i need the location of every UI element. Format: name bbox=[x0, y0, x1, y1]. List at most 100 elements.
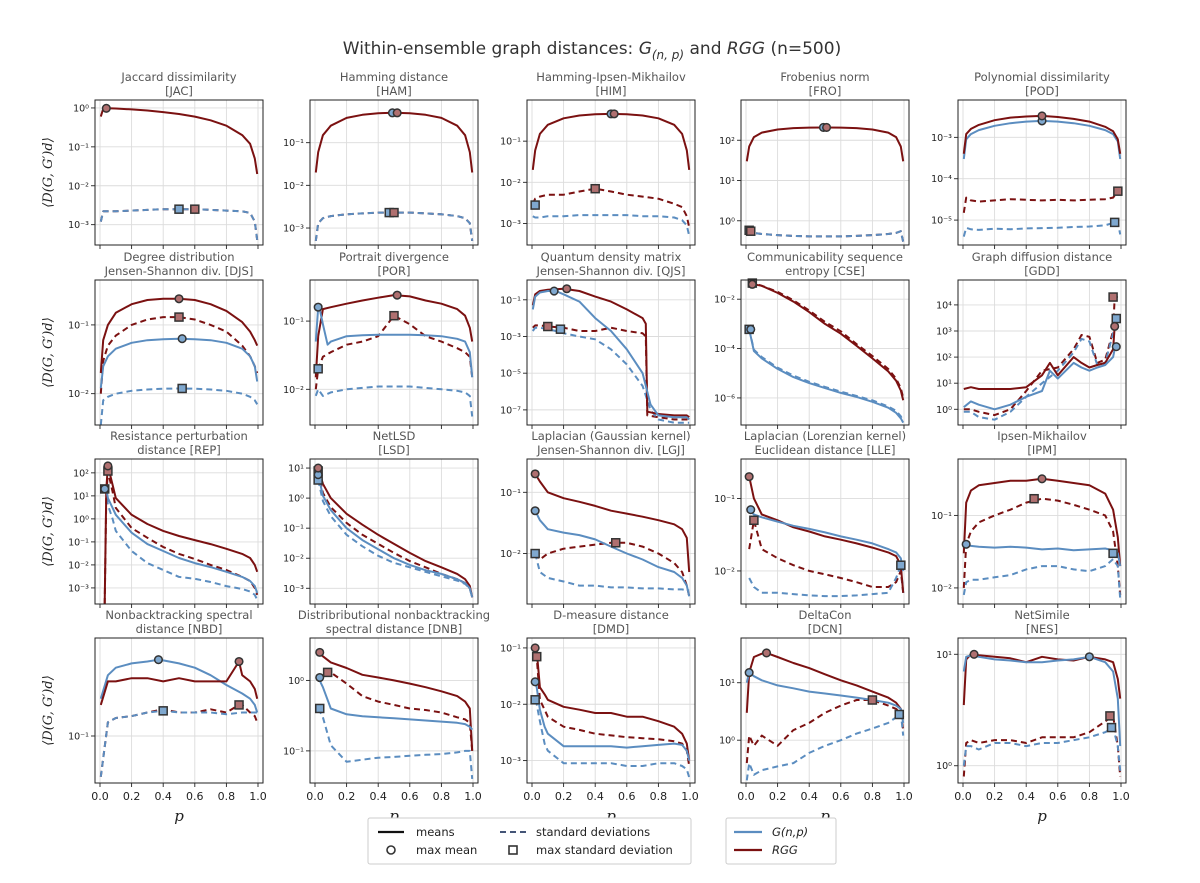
legend-stat-frame bbox=[367, 817, 692, 865]
x-tick-label: 0.2 bbox=[769, 790, 787, 803]
rgg-mean-line bbox=[531, 112, 691, 171]
panel-gdd: 10⁴ 10³ 10² 10¹ 10⁰ Graph diffusion distance[… bbox=[936, 250, 1127, 429]
y-tick-label: 10⁻¹ bbox=[283, 317, 304, 328]
max-mean-marker bbox=[822, 122, 832, 133]
rgg-std-line bbox=[963, 296, 1118, 417]
max-mean-marker bbox=[744, 668, 754, 678]
panel-qjs: 10⁻¹ 10⁻³ 10⁻⁵ 10⁻⁷ Quantum density matrixJe… bbox=[500, 250, 696, 429]
panel-title: NetLSD bbox=[373, 429, 416, 443]
legend-max-std-marker bbox=[508, 845, 518, 855]
rgg-std-line bbox=[962, 714, 1122, 777]
panel-title: entropy [CSE] bbox=[785, 264, 865, 278]
y-tick-label: 10⁰ bbox=[73, 514, 89, 525]
max-mean-marker bbox=[1110, 321, 1120, 331]
gnp-mean-line bbox=[534, 681, 691, 761]
series-group bbox=[962, 114, 1122, 237]
y-tick-label: 10⁻³ bbox=[500, 219, 521, 230]
panel-title: Hamming distance bbox=[340, 70, 448, 84]
max-std-marker bbox=[1029, 493, 1039, 504]
rgg-mean-line bbox=[748, 476, 905, 593]
max-std-marker bbox=[1108, 292, 1118, 302]
panel-title: Jaccard dissimilarity bbox=[120, 70, 236, 84]
series-group bbox=[963, 296, 1119, 421]
y-tick-label: 10⁻¹ bbox=[68, 320, 89, 331]
y-tick-label: 10¹ bbox=[936, 379, 952, 390]
x-tick-label: 0.4 bbox=[800, 790, 818, 803]
x-tick-label: 0.8 bbox=[864, 790, 882, 803]
rgg-std-line bbox=[314, 314, 474, 390]
rgg-mean-line bbox=[963, 325, 1118, 390]
y-tick-label: 10⁻² bbox=[931, 583, 952, 594]
legend-max-mean-marker bbox=[386, 845, 396, 855]
panel-title: [POR] bbox=[378, 264, 411, 278]
max-std-marker bbox=[1113, 186, 1123, 196]
max-std-marker bbox=[177, 383, 187, 394]
panel-lsd: 10¹ 10⁰ 10⁻¹ 10⁻² 10⁻³ NetLSD[LSD] bbox=[283, 429, 479, 608]
y-tick-label: 10⁻¹ bbox=[283, 524, 304, 535]
series-group bbox=[531, 287, 690, 424]
panel-title: Frobenius norm bbox=[780, 70, 869, 84]
max-std-marker bbox=[894, 709, 905, 720]
x-tick-label: 0.4 bbox=[369, 790, 387, 803]
rgg-std-line bbox=[317, 671, 474, 751]
series-group bbox=[317, 651, 474, 779]
panel-title: Jensen-Shannon div. [DJS] bbox=[104, 264, 254, 278]
y-tick-label: 10² bbox=[936, 353, 952, 364]
max-std-marker bbox=[749, 515, 759, 526]
max-std-marker bbox=[1109, 217, 1120, 228]
axes-frame bbox=[526, 458, 696, 605]
max-std-marker bbox=[1111, 313, 1122, 324]
legend-max-std-label: max standard deviation bbox=[536, 843, 673, 857]
x-tick-label: 0.2 bbox=[338, 790, 356, 803]
y-axis-label: ⟨D(G, G′)d⟩ bbox=[41, 675, 56, 746]
rgg-mean-line bbox=[99, 107, 259, 175]
y-tick-label: 10⁻⁵ bbox=[500, 369, 521, 380]
gnp-std-line bbox=[317, 479, 474, 598]
max-mean-marker bbox=[747, 279, 757, 289]
axes-frame bbox=[740, 279, 910, 426]
y-tick-label: 10⁻¹ bbox=[500, 488, 521, 499]
x-tick-label: 0.6 bbox=[186, 790, 204, 803]
y-axis-label: ⟨D(G, G′)d⟩ bbox=[41, 317, 56, 388]
max-mean-marker bbox=[549, 286, 559, 296]
panel-title: Laplacian (Lorenzian kernel) bbox=[744, 429, 906, 443]
max-std-marker bbox=[234, 700, 244, 710]
panel-title: DeltaCon bbox=[798, 608, 851, 622]
series-group bbox=[962, 477, 1122, 600]
gnp-mean-line bbox=[745, 671, 905, 724]
x-tick-label: 0.0 bbox=[523, 790, 541, 803]
x-tick-label: 0.6 bbox=[1049, 790, 1067, 803]
rgg-mean-line bbox=[314, 294, 474, 378]
max-mean-marker bbox=[746, 505, 756, 515]
max-mean-marker bbox=[761, 648, 772, 658]
legend-max-mean-label: max mean bbox=[416, 843, 477, 857]
panel-title: Quantum density matrix bbox=[541, 250, 682, 264]
panel-nes: 0.0 0.2 0.4 0.6 0.8 1.0 10¹ 10⁰ NetSimile[NES] p bbox=[936, 608, 1130, 825]
series-group bbox=[317, 467, 474, 598]
y-tick-label: 10² bbox=[719, 136, 735, 147]
max-std-marker bbox=[158, 706, 168, 716]
x-tick-label: 0.0 bbox=[306, 790, 324, 803]
gnp-std-line bbox=[99, 709, 258, 777]
legend-model-frame bbox=[725, 817, 837, 865]
y-axis-label: ⟨D(G, G′)d⟩ bbox=[41, 496, 56, 567]
x-tick-label: 0.0 bbox=[91, 790, 109, 803]
x-tick-label: 0.6 bbox=[832, 790, 850, 803]
max-mean-marker bbox=[744, 472, 754, 482]
max-std-marker bbox=[389, 207, 399, 218]
panel-title: Communicability sequence bbox=[747, 250, 903, 264]
panel-title: [JAC] bbox=[165, 84, 193, 98]
max-std-marker bbox=[314, 703, 325, 714]
gnp-std-line bbox=[532, 214, 691, 237]
rgg-mean-line bbox=[317, 651, 474, 751]
gnp-mean-line bbox=[314, 306, 474, 378]
max-mean-marker bbox=[562, 284, 572, 294]
max-std-marker bbox=[530, 548, 540, 559]
max-std-marker bbox=[313, 364, 323, 374]
gnp-std-line bbox=[745, 711, 905, 781]
panel-title: Degree distribution bbox=[123, 250, 234, 264]
gnp-std-line bbox=[314, 385, 474, 417]
x-tick-label: 1.0 bbox=[681, 790, 699, 803]
x-axis-label: p bbox=[820, 807, 830, 825]
gnp-std-line bbox=[531, 326, 690, 424]
